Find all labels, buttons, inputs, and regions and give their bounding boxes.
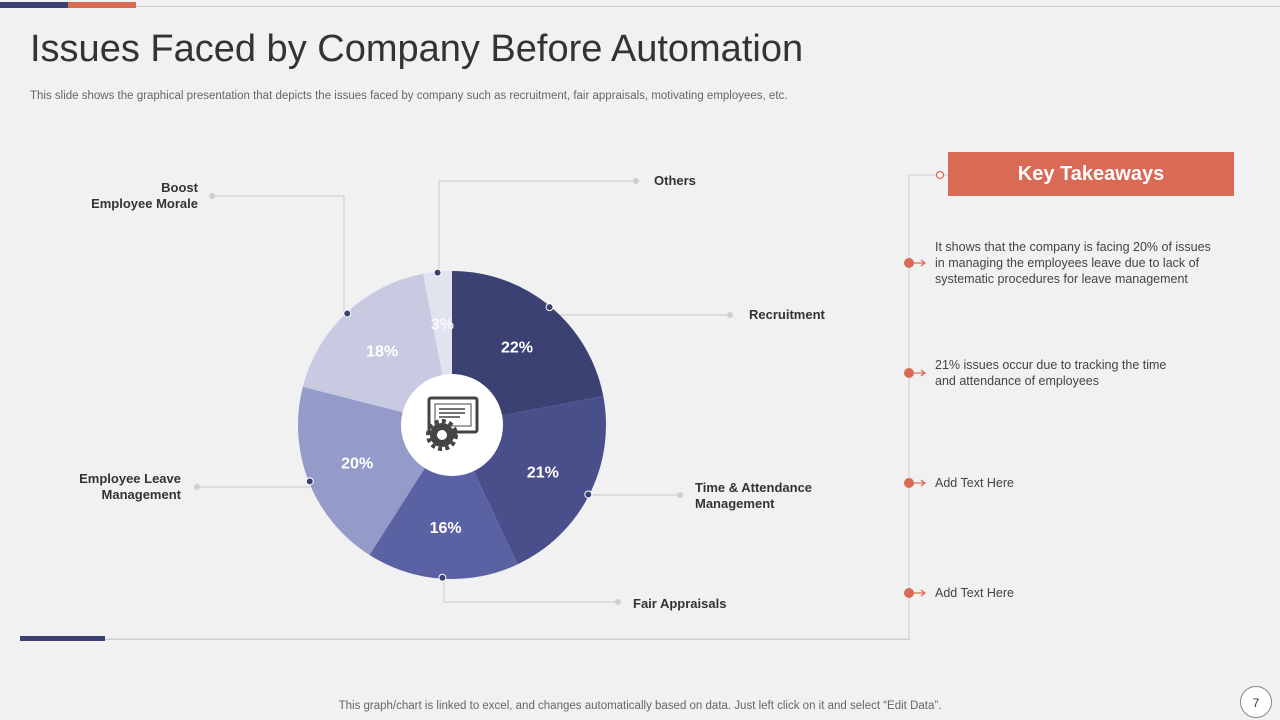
takeaway-text-1: It shows that the company is facing 20% … bbox=[935, 240, 1211, 286]
connector-dot-others bbox=[433, 268, 442, 277]
takeaway-text-3[interactable]: Add Text Here bbox=[935, 476, 1014, 490]
pie-value-label-employee-leave: 20% bbox=[341, 456, 373, 473]
takeaway-marker-4 bbox=[904, 588, 926, 598]
pie-value-label-fair-appraisals: 16% bbox=[430, 520, 462, 537]
connector-dot-employee-leave bbox=[305, 477, 314, 486]
label-fair-appraisals: Fair Appraisals bbox=[633, 596, 727, 611]
connector-fair-appraisals bbox=[443, 579, 618, 603]
computer-settings-icon bbox=[426, 396, 479, 451]
pie-slice-recruitment[interactable] bbox=[452, 271, 604, 425]
takeaway-marker-3 bbox=[904, 478, 926, 488]
connector-dot-recruitment bbox=[545, 303, 554, 312]
connector-end-dot-fair-appraisals bbox=[615, 599, 621, 605]
pie-value-label-boost-morale: 18% bbox=[366, 344, 398, 361]
label-time-attendance: Time & Attendance Management bbox=[695, 480, 813, 511]
top-divider bbox=[136, 6, 1280, 7]
label-recruitment: Recruitment bbox=[749, 307, 825, 322]
connector-dot-boost-morale bbox=[343, 309, 352, 318]
pie-value-labels: 22% 21% 16% 20% 18% 3% bbox=[341, 316, 559, 536]
connector-dot-fair-appraisals bbox=[438, 573, 447, 582]
pie-slice-fair-appraisals[interactable] bbox=[369, 425, 518, 579]
page-number: 7 bbox=[1240, 686, 1272, 718]
pie-slice-boost-morale[interactable] bbox=[302, 273, 452, 425]
connector-dot-time-attendance bbox=[584, 490, 593, 499]
slide-subtitle: This slide shows the graphical presentat… bbox=[30, 90, 788, 102]
connector-end-dot-others bbox=[633, 178, 639, 184]
pie-value-label-recruitment: 22% bbox=[501, 339, 533, 356]
footer-note: This graph/chart is linked to excel, and… bbox=[338, 700, 942, 712]
label-employee-leave: Employee Leave Management bbox=[79, 471, 181, 502]
top-accent-bar-coral bbox=[68, 2, 136, 8]
connector-others bbox=[438, 180, 636, 272]
connector-end-dot-time-attendance bbox=[677, 492, 683, 498]
label-boost-morale: Boost Employee Morale bbox=[91, 180, 198, 211]
bottom-accent-bar bbox=[20, 636, 105, 641]
slide-title: Issues Faced by Company Before Automatio… bbox=[30, 28, 804, 70]
top-accent-bar-navy bbox=[0, 2, 68, 8]
connector-end-dot-recruitment bbox=[727, 312, 733, 318]
bottom-divider bbox=[20, 639, 910, 640]
connector-dots bbox=[194, 178, 733, 605]
connector-end-dot-employee-leave bbox=[194, 484, 200, 490]
takeaway-marker-2 bbox=[904, 368, 926, 378]
takeaway-marker-1 bbox=[904, 258, 926, 268]
pie-value-label-time-attendance: 21% bbox=[527, 464, 559, 481]
connector-end-dot-boost-morale bbox=[209, 193, 215, 199]
pie-value-label-others: 3% bbox=[431, 316, 454, 333]
chart-connectors bbox=[197, 180, 730, 603]
takeaway-text-2: 21% issues occur due to tracking the tim… bbox=[935, 358, 1167, 388]
key-takeaways-heading: Key Takeaways bbox=[948, 152, 1234, 196]
connector-boost-morale bbox=[212, 195, 345, 318]
label-others: Others bbox=[654, 173, 696, 188]
takeaway-text-4[interactable]: Add Text Here bbox=[935, 586, 1014, 600]
